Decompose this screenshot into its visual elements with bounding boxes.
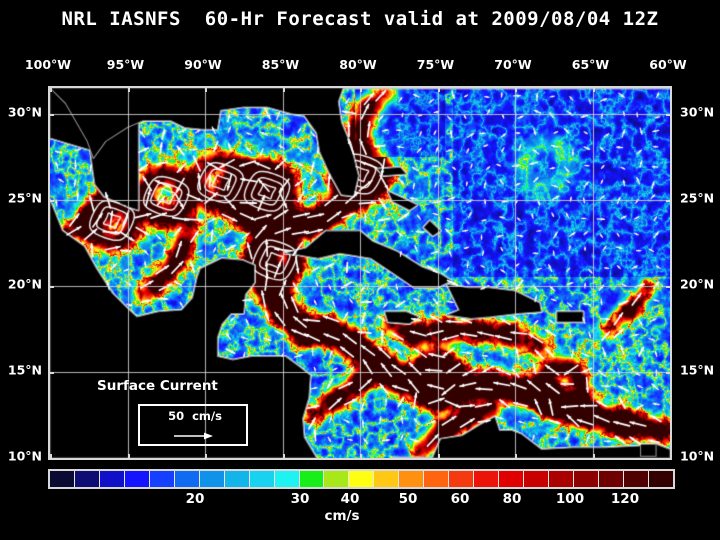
colorbar-swatch [74, 471, 100, 487]
axis-tick [592, 454, 595, 458]
colorbar-swatch [549, 471, 575, 487]
axis-tick [670, 454, 672, 460]
axis-tick [50, 285, 54, 288]
axis-tick [205, 454, 207, 458]
axis-tick [360, 88, 362, 92]
axis-tick [50, 199, 54, 202]
colorbar-tick-label: 40 [340, 491, 360, 507]
colorbar-swatch [648, 471, 673, 487]
axis-tick [515, 454, 517, 458]
vector-arrow-icon [174, 432, 213, 440]
axis-tick [50, 454, 52, 458]
axis-tick [437, 88, 440, 92]
colorbar-swatch [474, 471, 500, 487]
lon-tick-label: 70°W [494, 57, 532, 72]
lat-tick-label-right: 30°N [680, 104, 715, 120]
colorbar-swatch [574, 471, 599, 487]
colorbar-swatch [598, 471, 624, 487]
lat-tick-label-left: 10°N [7, 448, 42, 464]
colorbar-tick-label: 100 [555, 491, 585, 507]
colorbar-swatch [99, 471, 125, 487]
colorbar-swatch [524, 471, 550, 487]
colorbar-swatch [374, 471, 400, 487]
axis-tick [666, 113, 670, 116]
colorbar-swatch [349, 471, 375, 487]
axis-tick [666, 199, 670, 202]
lat-tick-label-left: 30°N [7, 104, 42, 120]
colorbar-swatch [499, 471, 525, 487]
colorbar-swatch [199, 471, 225, 487]
axis-tick [282, 454, 285, 458]
axis-tick [48, 458, 54, 460]
page-title: NRL IASNFS 60-Hr Forecast valid at 2009/… [61, 8, 659, 30]
colorbar-swatch [124, 471, 150, 487]
colorbar-swatch [274, 471, 300, 487]
surface-current-heatmap [50, 88, 670, 458]
map-plot-area: Surface Current 50 cm/s [48, 86, 672, 460]
axis-tick [437, 454, 440, 458]
lat-tick-label-right: 15°N [680, 362, 715, 378]
axis-tick [50, 113, 54, 116]
vector-scale-label: 50 cm/s [168, 409, 222, 423]
colorbar-swatch [149, 471, 175, 487]
colorbar-unit-text: cm/s [324, 508, 360, 524]
axis-tick [515, 88, 517, 92]
colorbar-tick-label: 20 [185, 491, 205, 507]
lon-tick-label: 100°W [24, 57, 72, 72]
lat-tick-label-left: 20°N [7, 276, 42, 292]
axis-tick [50, 88, 52, 92]
colorbar-unit-label: cm/s [0, 508, 720, 524]
lat-tick-label-right: 20°N [680, 276, 715, 292]
colorbar-swatch [399, 471, 425, 487]
axis-tick [666, 371, 670, 374]
lon-tick-label: 65°W [571, 57, 610, 72]
axis-tick [205, 88, 207, 92]
colorbar-swatch [224, 471, 250, 487]
colorbar-tick-label: 30 [290, 491, 310, 507]
lon-tick-label: 90°W [184, 57, 222, 72]
vector-scale-legend: 50 cm/s [138, 404, 248, 446]
axis-tick [127, 454, 130, 458]
axis-tick [666, 458, 672, 460]
axis-tick [592, 88, 595, 92]
field-label: Surface Current [97, 378, 218, 394]
axis-tick [670, 86, 672, 92]
lon-tick-label: 85°W [261, 57, 300, 72]
lon-tick-label: 80°W [339, 57, 377, 72]
lon-tick-label: 75°W [416, 57, 455, 72]
colorbar-tick-label: 120 [610, 491, 640, 507]
lat-tick-label-left: 25°N [7, 190, 42, 206]
lon-tick-label: 60°W [649, 57, 687, 72]
lat-tick-label-right: 10°N [680, 448, 715, 464]
colorbar-swatch [50, 471, 75, 487]
colorbar-tick-label: 60 [450, 491, 470, 507]
lon-tick-label: 95°W [106, 57, 145, 72]
colorbar-swatch [424, 471, 450, 487]
colorbar-swatch [623, 471, 649, 487]
colorbar-swatch [324, 471, 350, 487]
axis-tick [127, 88, 130, 92]
axis-tick [282, 88, 285, 92]
colorbar-tick-label: 50 [398, 491, 418, 507]
axis-tick [50, 371, 54, 374]
lat-tick-label-right: 25°N [680, 190, 715, 206]
axis-tick [666, 285, 670, 288]
colorbar-swatch [449, 471, 475, 487]
colorbar [48, 469, 675, 489]
lat-tick-label-left: 15°N [7, 362, 42, 378]
colorbar-swatch [249, 471, 275, 487]
colorbar-swatch [174, 471, 200, 487]
axis-tick [360, 454, 362, 458]
colorbar-swatch [299, 471, 325, 487]
colorbar-tick-label: 80 [502, 491, 522, 507]
